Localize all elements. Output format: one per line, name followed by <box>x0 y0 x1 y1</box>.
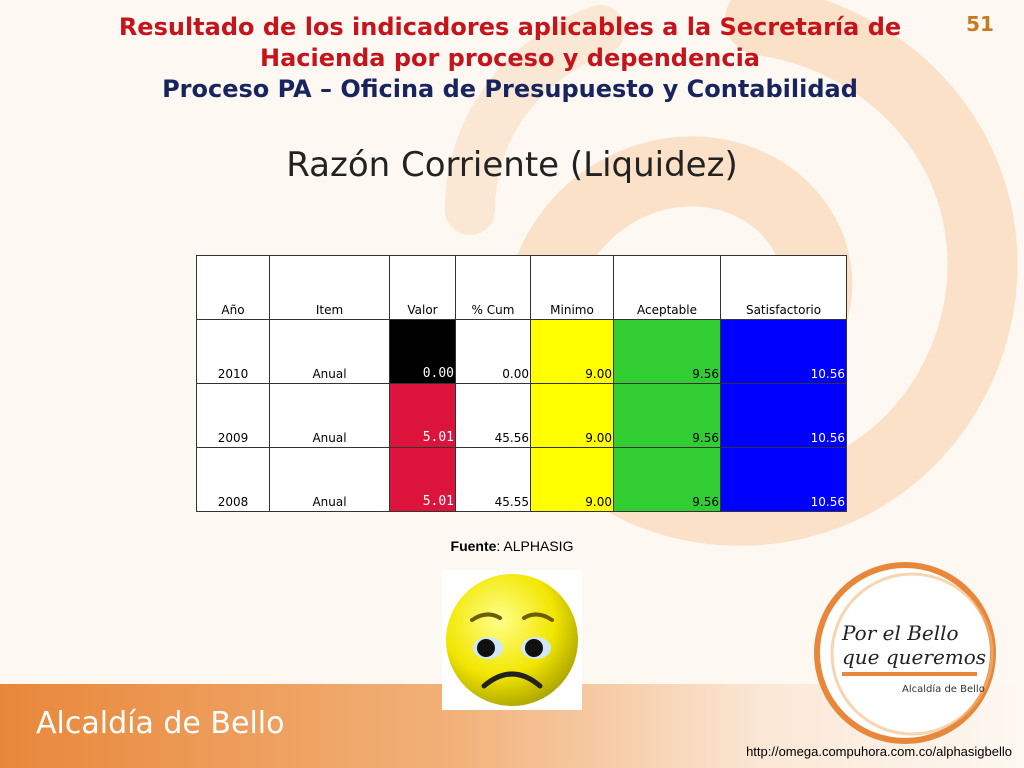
sad-face-icon <box>442 570 582 710</box>
cell-ano: 2009 <box>196 383 270 448</box>
header-item: Item <box>269 255 390 320</box>
cell-item: Anual <box>269 319 390 384</box>
cell-cum: 45.56 <box>455 383 531 448</box>
header-aceptable: Aceptable <box>613 255 721 320</box>
header-minimo: Minimo <box>530 255 614 320</box>
title-line-1: Resultado de los indicadores aplicables … <box>118 13 902 41</box>
cell-aceptable: 9.56 <box>613 319 721 384</box>
table-row: 2009 Anual 5.01 45.56 9.00 9.56 10.56 <box>196 383 847 448</box>
source-label: Fuente <box>450 538 497 554</box>
logo-seal: Por el Bello que queremos Alcaldía de Be… <box>812 560 998 746</box>
logo-line-1: Por el Bello <box>841 621 959 645</box>
cell-minimo: 9.00 <box>530 383 614 448</box>
table-row: 2008 Anual 5.01 45.55 9.00 9.56 10.56 <box>196 447 847 512</box>
cell-satisfactorio: 10.56 <box>720 383 847 448</box>
header-ano: Año <box>196 255 270 320</box>
logo-small-text: Alcaldía de Bello <box>902 683 985 695</box>
cell-minimo: 9.00 <box>530 447 614 512</box>
table-row: 2010 Anual 0.00 0.00 9.00 9.56 10.56 <box>196 319 847 384</box>
cell-aceptable: 9.56 <box>613 447 721 512</box>
cell-aceptable: 9.56 <box>613 383 721 448</box>
cell-cum: 0.00 <box>455 319 531 384</box>
cell-item: Anual <box>269 447 390 512</box>
table-header-row: Año Item Valor % Cum Minimo Aceptable Sa… <box>196 255 847 320</box>
subtitle: Proceso PA – Oficina de Presupuesto y Co… <box>162 75 858 103</box>
logo-line-2: que queremos <box>842 645 986 669</box>
cell-cum: 45.55 <box>455 447 531 512</box>
title-block: Resultado de los indicadores aplicables … <box>60 12 960 105</box>
footer-brand: Alcaldía de Bello <box>36 706 285 741</box>
indicator-table: Año Item Valor % Cum Minimo Aceptable Sa… <box>196 255 847 512</box>
title-line-2: Hacienda por proceso y dependencia <box>259 44 760 72</box>
cell-ano: 2008 <box>196 447 270 512</box>
cell-ano: 2010 <box>196 319 270 384</box>
cell-valor: 5.01 <box>389 383 456 448</box>
header-satisfactorio: Satisfactorio <box>720 255 847 320</box>
header-valor: Valor <box>389 255 456 320</box>
source-value: : ALPHASIG <box>496 538 574 554</box>
page-title: Razón Corriente (Liquidez) <box>286 145 738 185</box>
cell-item: Anual <box>269 383 390 448</box>
footer-url-link[interactable]: http://omega.compuhora.com.co/alphasigbe… <box>746 744 1012 759</box>
cell-satisfactorio: 10.56 <box>720 447 847 512</box>
cell-valor: 0.00 <box>389 319 456 384</box>
source-note: Fuente: ALPHASIG <box>0 538 1024 554</box>
slide-number: 51 <box>966 12 994 36</box>
cell-satisfactorio: 10.56 <box>720 319 847 384</box>
cell-valor: 5.01 <box>389 447 456 512</box>
cell-minimo: 9.00 <box>530 319 614 384</box>
header-cum: % Cum <box>455 255 531 320</box>
